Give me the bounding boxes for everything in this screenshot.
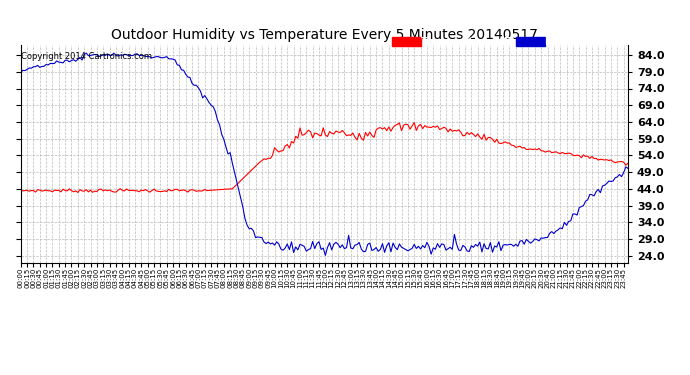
Legend: Temperature (°F), Humidity  (%): Temperature (°F), Humidity (%) [390,34,623,49]
Text: Copyright 2014 Cartronics.com: Copyright 2014 Cartronics.com [21,51,152,60]
Title: Outdoor Humidity vs Temperature Every 5 Minutes 20140517: Outdoor Humidity vs Temperature Every 5 … [111,28,538,42]
